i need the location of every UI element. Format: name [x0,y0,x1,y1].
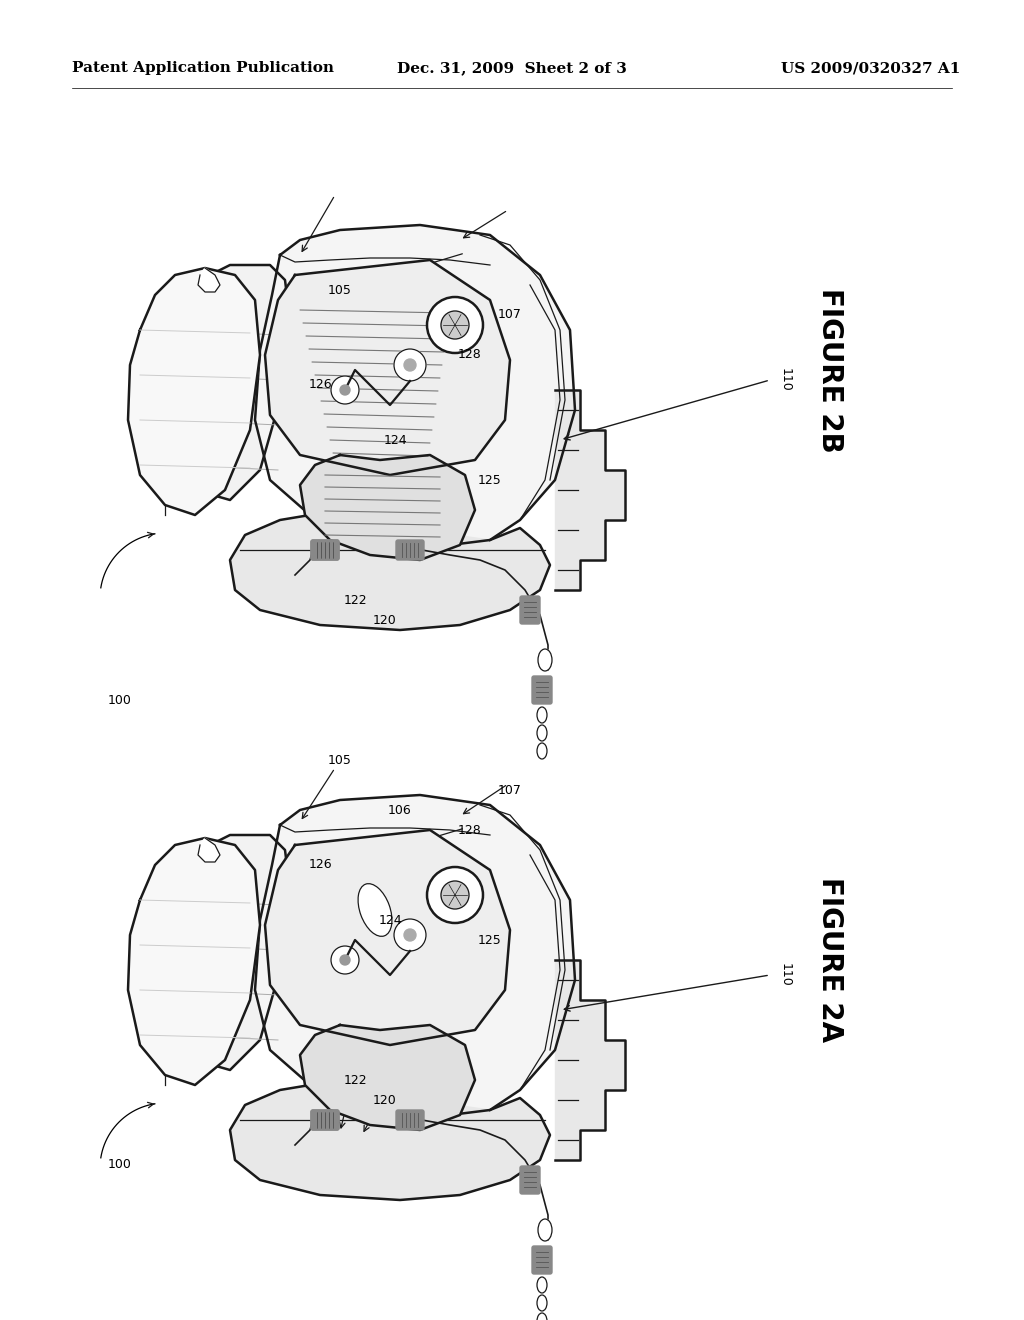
Circle shape [404,359,416,371]
Circle shape [394,348,426,381]
Circle shape [404,929,416,941]
Circle shape [441,312,469,339]
Polygon shape [265,260,510,475]
Circle shape [331,376,359,404]
Polygon shape [165,836,290,1071]
Text: 120: 120 [373,614,397,627]
Ellipse shape [358,883,392,936]
Polygon shape [128,838,260,1085]
Polygon shape [128,268,260,515]
FancyBboxPatch shape [532,1246,552,1274]
Circle shape [331,946,359,974]
Polygon shape [255,224,575,545]
Polygon shape [300,1026,475,1130]
FancyBboxPatch shape [396,1110,424,1130]
Circle shape [340,385,350,395]
Polygon shape [230,515,550,630]
Text: 124: 124 [383,433,407,446]
Ellipse shape [537,1276,547,1294]
Polygon shape [555,389,625,590]
Text: 126: 126 [308,858,332,871]
Circle shape [427,867,483,923]
Text: Patent Application Publication: Patent Application Publication [72,61,334,75]
Text: 122: 122 [343,1073,367,1086]
FancyBboxPatch shape [520,597,540,624]
Circle shape [340,954,350,965]
Ellipse shape [537,1295,547,1311]
Polygon shape [265,830,510,1045]
Circle shape [427,297,483,352]
Text: FIGURE 2B: FIGURE 2B [816,288,844,453]
FancyBboxPatch shape [396,540,424,560]
Ellipse shape [537,743,547,759]
Polygon shape [198,268,220,292]
Ellipse shape [538,1218,552,1241]
Text: 100: 100 [109,1159,132,1172]
Text: 107: 107 [498,309,522,322]
Text: 110: 110 [778,368,792,392]
Text: 105: 105 [328,284,352,297]
Text: 100: 100 [109,693,132,706]
Polygon shape [555,960,625,1160]
Text: 122: 122 [343,594,367,606]
Text: 125: 125 [478,933,502,946]
Text: 110: 110 [778,964,792,987]
Circle shape [394,919,426,950]
FancyBboxPatch shape [311,540,339,560]
Text: 124: 124 [378,913,401,927]
Circle shape [441,880,469,909]
Ellipse shape [537,725,547,741]
Text: 128: 128 [458,348,482,362]
FancyBboxPatch shape [520,1166,540,1195]
Text: Dec. 31, 2009  Sheet 2 of 3: Dec. 31, 2009 Sheet 2 of 3 [397,61,627,75]
Polygon shape [230,1085,550,1200]
Text: 106: 106 [388,804,412,817]
Polygon shape [255,795,575,1115]
Text: 125: 125 [478,474,502,487]
Text: 128: 128 [458,824,482,837]
Polygon shape [165,265,290,500]
Text: 105: 105 [328,754,352,767]
Text: 107: 107 [498,784,522,796]
FancyBboxPatch shape [532,676,552,704]
Text: FIGURE 2A: FIGURE 2A [816,878,844,1043]
Polygon shape [198,838,220,862]
Text: 120: 120 [373,1093,397,1106]
FancyBboxPatch shape [311,1110,339,1130]
Text: 126: 126 [308,379,332,392]
Ellipse shape [537,708,547,723]
FancyBboxPatch shape [311,1110,339,1130]
Polygon shape [300,455,475,560]
Ellipse shape [537,1313,547,1320]
FancyBboxPatch shape [311,540,339,560]
Ellipse shape [538,649,552,671]
Text: US 2009/0320327 A1: US 2009/0320327 A1 [780,61,961,75]
